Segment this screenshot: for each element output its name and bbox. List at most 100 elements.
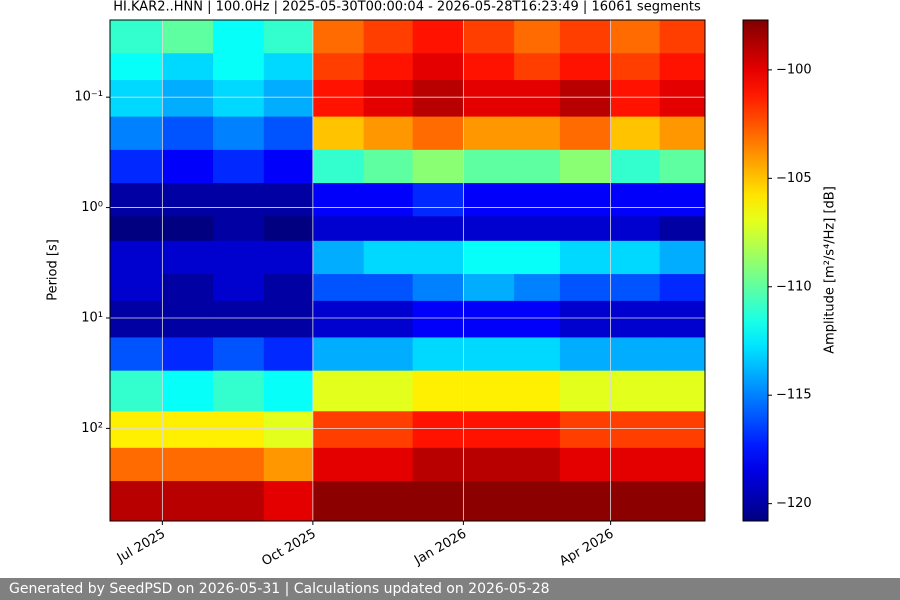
heatmap-cell bbox=[363, 274, 414, 302]
heatmap-cell bbox=[514, 240, 561, 275]
heatmap-cell bbox=[263, 116, 314, 151]
heatmap-cell bbox=[514, 149, 561, 184]
heatmap-cell bbox=[213, 411, 265, 449]
heatmap-cell bbox=[363, 300, 414, 338]
heatmap-cell bbox=[559, 481, 612, 522]
heatmap-cell bbox=[110, 53, 163, 81]
heatmap-cell bbox=[162, 53, 214, 81]
heatmap-cell bbox=[363, 447, 414, 482]
heatmap-cell bbox=[659, 216, 706, 242]
heatmap-cell bbox=[312, 447, 365, 482]
x-tick-label: Apr 2026 bbox=[557, 527, 616, 570]
heatmap-cell bbox=[110, 447, 163, 482]
heatmap-cell bbox=[213, 447, 265, 482]
heatmap-cell bbox=[610, 53, 661, 81]
heatmap-cell bbox=[559, 116, 612, 151]
heatmap-cell bbox=[213, 116, 265, 151]
heatmap-cell bbox=[463, 183, 515, 217]
heatmap-cell bbox=[312, 337, 365, 372]
heatmap-cell bbox=[659, 116, 706, 151]
heatmap-cell bbox=[463, 370, 515, 412]
heatmap-cell bbox=[514, 370, 561, 412]
x-tick-label: Oct 2025 bbox=[259, 527, 318, 570]
colorbar-tick-label: −105 bbox=[776, 171, 812, 186]
heatmap-cell bbox=[162, 149, 214, 184]
heatmap-cell bbox=[412, 300, 464, 338]
heatmap-cell bbox=[312, 300, 365, 338]
heatmap-cell bbox=[363, 183, 414, 217]
heatmap-cell bbox=[312, 274, 365, 302]
heatmap-cell bbox=[514, 53, 561, 81]
heatmap-cell bbox=[514, 80, 561, 118]
heatmap-cell bbox=[463, 149, 515, 184]
heatmap-cell bbox=[312, 116, 365, 151]
colorbar-label: Amplitude [m²/s⁴/Hz] [dB] bbox=[823, 186, 838, 354]
heatmap-cell bbox=[110, 116, 163, 151]
heatmap-cell bbox=[659, 80, 706, 118]
colorbar-tick-label: −115 bbox=[776, 388, 812, 403]
heatmap-cell bbox=[312, 481, 365, 522]
heatmap-cell bbox=[412, 337, 464, 372]
heatmap-cell bbox=[363, 53, 414, 81]
heatmap-cell bbox=[162, 116, 214, 151]
heatmap-cell bbox=[312, 240, 365, 275]
y-tick-label: 10² bbox=[81, 421, 103, 436]
heatmap-cell bbox=[263, 216, 314, 242]
heatmap-cell bbox=[312, 80, 365, 118]
heatmap-cell bbox=[312, 149, 365, 184]
heatmap-cell bbox=[263, 337, 314, 372]
heatmap-cell bbox=[110, 216, 163, 242]
heatmap-cell bbox=[263, 300, 314, 338]
heatmap-cell bbox=[312, 183, 365, 217]
heatmap-cell bbox=[463, 411, 515, 449]
heatmap-cell bbox=[213, 300, 265, 338]
heatmap-cell bbox=[162, 183, 214, 217]
heatmap-cell bbox=[263, 370, 314, 412]
heatmap-cell bbox=[659, 447, 706, 482]
heatmap-cell bbox=[213, 481, 265, 522]
heatmap-cell bbox=[412, 216, 464, 242]
heatmap-cell bbox=[162, 80, 214, 118]
heatmap-cell bbox=[559, 20, 612, 54]
heatmap-cell bbox=[659, 149, 706, 184]
colorbar-tick-label: −120 bbox=[776, 496, 812, 511]
heatmap-cell bbox=[559, 216, 612, 242]
heatmap-cell bbox=[610, 447, 661, 482]
heatmap-cell bbox=[110, 183, 163, 217]
heatmap-cell bbox=[514, 20, 561, 54]
heatmap-cell bbox=[559, 337, 612, 372]
heatmap-cell bbox=[312, 20, 365, 54]
heatmap-cell bbox=[559, 80, 612, 118]
heatmap-cell bbox=[412, 370, 464, 412]
heatmap-cell bbox=[363, 20, 414, 54]
heatmap-cell bbox=[659, 20, 706, 54]
y-tick-label: 10⁻¹ bbox=[74, 90, 103, 105]
heatmap-cell bbox=[463, 300, 515, 338]
heatmap-cell bbox=[659, 53, 706, 81]
heatmap-cell bbox=[514, 274, 561, 302]
heatmap-cell bbox=[514, 337, 561, 372]
heatmap-cell bbox=[110, 240, 163, 275]
footer: Generated by SeedPSD on 2026-05-31 | Cal… bbox=[0, 578, 900, 600]
heatmap-cell bbox=[559, 411, 612, 449]
heatmap-cell bbox=[110, 300, 163, 338]
chart: HI.KAR2..HNN | 100.0Hz | 2025-05-30T00:0… bbox=[46, 0, 838, 570]
heatmap-cell bbox=[463, 447, 515, 482]
heatmap-cell bbox=[263, 20, 314, 54]
y-axis-label: Period [s] bbox=[46, 239, 61, 301]
heatmap-cell bbox=[363, 337, 414, 372]
heatmap-cell bbox=[610, 411, 661, 449]
heatmap-cell bbox=[363, 411, 414, 449]
heatmap-cell bbox=[110, 337, 163, 372]
heatmap-cell bbox=[559, 447, 612, 482]
heatmap-cell bbox=[412, 53, 464, 81]
heatmap-cell bbox=[610, 370, 661, 412]
heatmap-cell bbox=[412, 183, 464, 217]
y-tick-label: 10¹ bbox=[81, 310, 103, 325]
heatmap-cell bbox=[659, 481, 706, 522]
heatmap-cell bbox=[463, 116, 515, 151]
heatmap-cell bbox=[263, 481, 314, 522]
heatmap-cell bbox=[610, 149, 661, 184]
heatmap-cell bbox=[659, 240, 706, 275]
heatmap-cell bbox=[514, 481, 561, 522]
